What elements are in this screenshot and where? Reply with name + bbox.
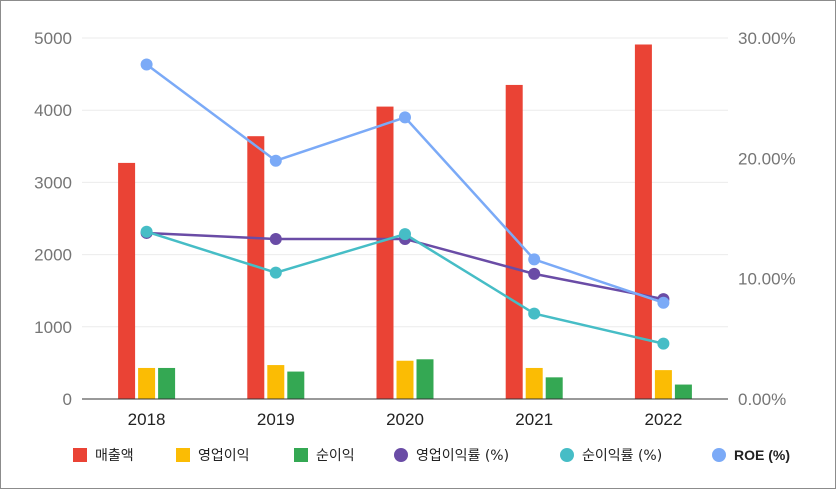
bar-3-2022: [674, 384, 692, 399]
x-tick-label: 2022: [644, 410, 682, 429]
point-2-2020: [399, 228, 411, 241]
bars: [118, 44, 692, 400]
x-tick-label: 2018: [128, 410, 166, 429]
left-tick-label: 5000: [34, 29, 72, 48]
bar-1-2020: [376, 106, 394, 399]
bar-2-2020: [396, 360, 414, 399]
point-2-2021: [528, 307, 541, 320]
legend-swatch: [394, 448, 408, 462]
bar-1-2018: [118, 162, 136, 399]
legend-swatch: [294, 448, 308, 462]
bar-3-2019: [287, 371, 305, 399]
legend-label: 순이익: [316, 448, 355, 464]
bar-2-2019: [267, 365, 285, 399]
x-axis-ticks: 2018 2019 2020 2021 2022: [128, 410, 683, 429]
point-3-2020: [399, 111, 411, 124]
left-tick-label: 0: [63, 390, 72, 409]
right-tick-label: 10.00%: [738, 270, 796, 289]
right-tick-label: 30.00%: [738, 29, 796, 48]
legend-label: 영업이익: [198, 448, 250, 464]
gridlines: [82, 37, 728, 328]
bar-3-2020: [416, 359, 434, 399]
legend-label: 매출액: [95, 448, 134, 464]
point-3-2021: [528, 253, 541, 266]
legend-swatch: [176, 448, 190, 462]
x-tick-label: 2020: [386, 410, 424, 429]
bar-2-2018: [138, 367, 156, 399]
legend-label: ROE (%): [734, 447, 790, 463]
left-tick-label: 4000: [34, 101, 72, 120]
legend-swatch: [560, 448, 574, 462]
point-1-2021: [528, 267, 541, 280]
x-tick-label: 2019: [257, 410, 295, 429]
bar-3-2018: [158, 367, 176, 399]
lines: [140, 58, 670, 350]
point-2-2019: [269, 266, 282, 279]
left-tick-label: 2000: [34, 246, 72, 265]
point-2-2018: [140, 225, 153, 238]
x-tick-label: 2021: [515, 410, 553, 429]
legend-label: 영업이익률 (%): [416, 448, 509, 464]
left-tick-label: 1000: [34, 318, 72, 337]
bar-3-2021: [545, 377, 563, 399]
bar-2-2021: [525, 367, 543, 399]
legend-label: 순이익률 (%): [582, 448, 662, 464]
point-3-2018: [140, 58, 153, 71]
point-3-2019: [269, 154, 282, 167]
bar-1-2021: [505, 84, 523, 400]
left-axis-ticks: 0 1000 2000 3000 4000 5000: [34, 29, 72, 409]
bar-2-2022: [654, 370, 672, 399]
legend-swatch: [73, 448, 87, 462]
left-tick-label: 3000: [34, 173, 72, 192]
right-tick-label: 0.00%: [738, 390, 786, 409]
right-tick-label: 20.00%: [738, 149, 796, 168]
right-axis-ticks: 0.00% 10.00% 20.00% 30.00%: [738, 29, 796, 409]
point-2-2022: [657, 337, 670, 350]
legend-swatch: [712, 448, 726, 462]
legend: 매출액 영업이익 순이익 영업이익률 (%) 순이익률 (%) ROE (%): [73, 447, 790, 464]
point-1-2019: [269, 232, 282, 245]
point-3-2022: [657, 296, 670, 309]
bar-1-2022: [634, 44, 652, 400]
line-series-3: [145, 63, 664, 304]
